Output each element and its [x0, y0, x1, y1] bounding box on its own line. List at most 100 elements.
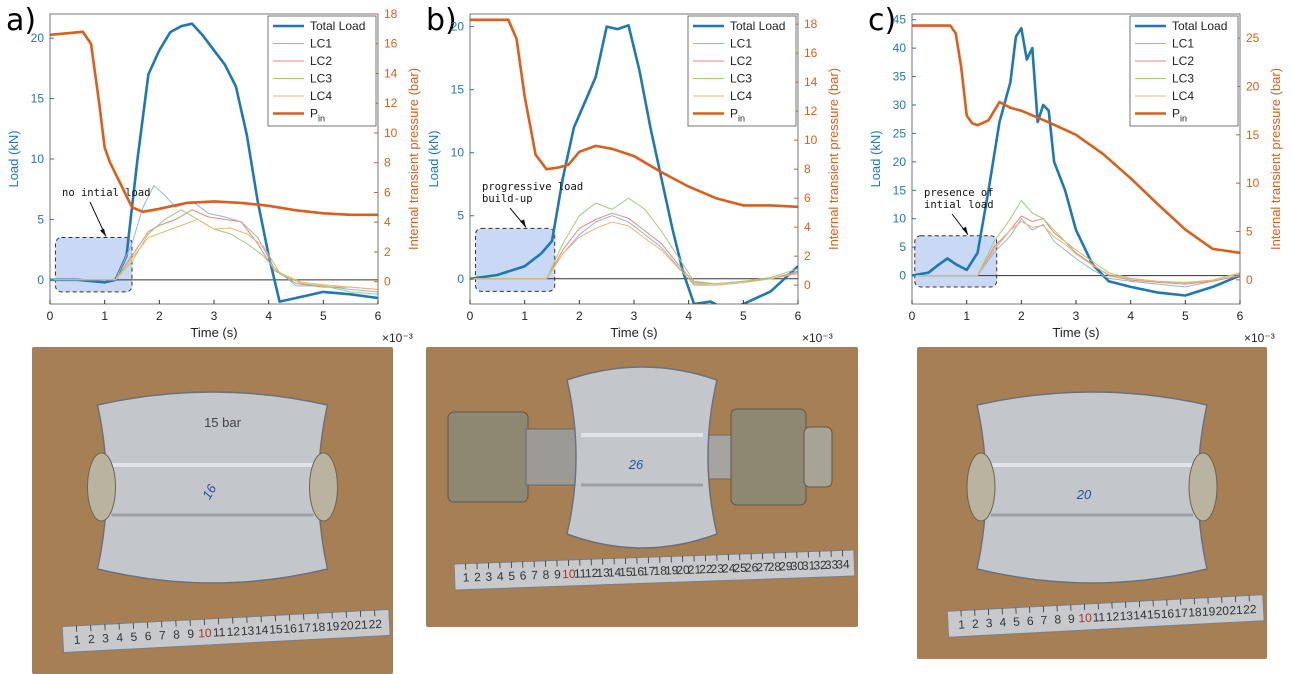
series-line-pin [50, 30, 378, 217]
y2-tick-label: 10 [804, 133, 818, 147]
x-tick-label: 6 [795, 309, 802, 323]
y-axis-label: Load (kN) [426, 130, 441, 187]
ruler-number: 13 [596, 566, 610, 580]
panel-letter: b) [426, 3, 457, 38]
ruler-number: 8 [173, 627, 181, 641]
ruler-number: 7 [159, 628, 167, 642]
legend-label: Total Load [1172, 19, 1227, 33]
y2-tick-label: 10 [384, 126, 398, 140]
y2-tick-label: 25 [1246, 31, 1260, 45]
x-axis-label: Time (s) [610, 325, 657, 340]
x-tick-label: 2 [1018, 309, 1025, 323]
ruler-number: 11 [1092, 610, 1105, 625]
end-cap-right [1188, 452, 1218, 522]
ruler-number: 5 [1013, 614, 1021, 628]
ruler-number: 26 [745, 560, 759, 574]
y2-tick-label: 16 [804, 46, 818, 60]
series-line-total-load [470, 23, 798, 304]
ruler-number: 22 [368, 617, 382, 632]
ruler-number: 18 [653, 564, 667, 578]
ruler-number: 21 [1229, 603, 1243, 618]
ruler-number: 8 [542, 568, 549, 582]
ruler-number: 12 [585, 566, 599, 580]
x-tick-label: 2 [576, 309, 583, 323]
y2-tick-label: 4 [384, 215, 391, 229]
ruler-number: 5 [130, 630, 138, 644]
highlight-box [914, 235, 998, 288]
ruler-number: 19 [1202, 604, 1216, 619]
legend-box [267, 15, 377, 127]
y2-tick-label: 18 [804, 17, 818, 31]
y2-tick-label: 16 [384, 37, 398, 51]
y-tick-label: 35 [893, 70, 907, 84]
ruler-number: 15 [269, 622, 283, 637]
ruler-number: 1 [73, 633, 81, 647]
ruler-number: 5 [508, 569, 515, 583]
legend-label: LC3 [310, 72, 332, 86]
series-line-pin [470, 18, 798, 209]
steel-ruler: 1 2 3 4 5 6 7 8 9 10 11 12 13 14 15 16 17 18 19 20 21 22 [61, 608, 391, 654]
deformed-pipe [566, 366, 718, 549]
x-tick-label: 3 [1073, 309, 1080, 323]
x-tick-label: 3 [211, 309, 218, 323]
legend-label: LC4 [1172, 89, 1194, 103]
x-tick-label: 4 [685, 309, 692, 323]
y-tick-label: 20 [893, 155, 907, 169]
ruler-number: 4 [497, 569, 504, 583]
x-tick-label: 2 [156, 309, 163, 323]
ruler-number: 7 [1040, 613, 1048, 627]
ruler-number: 4 [116, 630, 124, 644]
legend-label: LC4 [730, 89, 752, 103]
y2-tick-label: 8 [804, 162, 811, 176]
series-line-lc2 [50, 209, 378, 290]
annotation-text: intial load [924, 199, 994, 211]
x-tick-label: 0 [909, 309, 916, 323]
ruler-number: 29 [779, 559, 793, 573]
ruler-number: 2 [88, 632, 96, 646]
annotation-arrowhead [100, 228, 106, 237]
y2-tick-label: 12 [804, 104, 818, 118]
ruler-number: 3 [102, 631, 110, 645]
panel-letter: a) [6, 3, 36, 38]
legend-label: LC2 [310, 54, 332, 68]
x-tick-label: 5 [740, 309, 747, 323]
legend-label: Total Load [730, 19, 785, 33]
ruler-number: 9 [187, 627, 195, 641]
y2-tick-label: 14 [804, 75, 818, 89]
handwritten-number: 26 [628, 457, 644, 472]
fitting-end [803, 426, 833, 488]
deformed-pipe [96, 391, 329, 584]
ruler-number: 15 [1147, 607, 1161, 622]
y-tick-label: 5 [457, 209, 464, 223]
ruler-number: 22 [699, 562, 713, 576]
y-tick-label: 10 [31, 152, 45, 166]
ruler-number: 9 [554, 567, 561, 581]
x-tick-label: 4 [265, 309, 272, 323]
ruler-number: 20 [340, 618, 354, 633]
y2-tick-label: 4 [804, 220, 811, 234]
ruler-number: 12 [1106, 609, 1120, 624]
ruler-number: 12 [226, 624, 240, 639]
y2-tick-label: 20 [1246, 80, 1260, 94]
legend-label: LC3 [1172, 72, 1194, 86]
end-cap-right [309, 452, 338, 522]
series-line-lc4 [50, 218, 378, 290]
y-tick-label: 40 [893, 41, 907, 55]
handwritten-note: 15 bar [204, 415, 242, 430]
annotation-arrowhead [520, 219, 526, 228]
x-tick-label: 6 [375, 309, 382, 323]
x-axis-label: Time (s) [1052, 325, 1099, 340]
photo-b: 1 2 3 4 5 6 7 8 9 1011121314151617181920212223242… [426, 347, 858, 627]
ruler-number: 34 [836, 557, 850, 571]
y2-tick-label: 6 [804, 191, 811, 205]
ruler-number: 24 [722, 561, 736, 575]
deformed-pipe [976, 391, 1208, 584]
ruler-number: 27 [756, 560, 770, 574]
x-exponent: ×10⁻³ [802, 331, 833, 345]
ruler-number: 25 [733, 561, 747, 575]
y-tick-label: 0 [457, 272, 464, 286]
steel-ruler: 1 2 3 4 5 6 7 8 9 1011121314151617181920212223242… [453, 549, 856, 591]
